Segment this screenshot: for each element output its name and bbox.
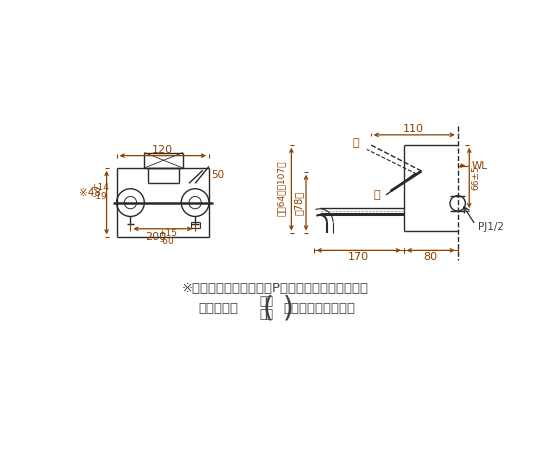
Text: 開: 開 bbox=[353, 138, 360, 148]
Text: 最大: 最大 bbox=[260, 296, 274, 308]
Text: ※48: ※48 bbox=[79, 188, 100, 198]
Text: 閉: 閉 bbox=[374, 190, 380, 200]
Text: ※印寸法は配管ピッチ（P）が最大～最小の場合を: ※印寸法は配管ピッチ（P）が最大～最小の場合を bbox=[181, 282, 369, 295]
Text: 66±5: 66±5 bbox=[471, 166, 481, 190]
Text: +15: +15 bbox=[158, 229, 177, 238]
Text: 50: 50 bbox=[211, 170, 225, 180]
Text: (: ( bbox=[262, 294, 273, 322]
Text: -60: -60 bbox=[160, 237, 175, 246]
Text: （標準寸法: （標準寸法 bbox=[198, 302, 238, 315]
Text: 80: 80 bbox=[424, 252, 438, 262]
Text: （開64～閉107）: （開64～閉107） bbox=[277, 161, 286, 216]
Text: +14: +14 bbox=[90, 184, 109, 193]
Text: ): ) bbox=[283, 294, 294, 322]
Text: 120: 120 bbox=[152, 145, 173, 155]
Text: WL: WL bbox=[471, 161, 488, 171]
Text: 110: 110 bbox=[403, 124, 424, 134]
Text: PJ1/2: PJ1/2 bbox=[478, 222, 504, 232]
Text: （78）: （78） bbox=[294, 190, 304, 215]
Text: 最小: 最小 bbox=[260, 308, 274, 321]
Text: 200: 200 bbox=[145, 232, 166, 242]
Text: 170: 170 bbox=[348, 252, 369, 262]
Text: ）で示しています。: ）で示しています。 bbox=[283, 302, 355, 315]
Text: -19: -19 bbox=[92, 192, 107, 201]
